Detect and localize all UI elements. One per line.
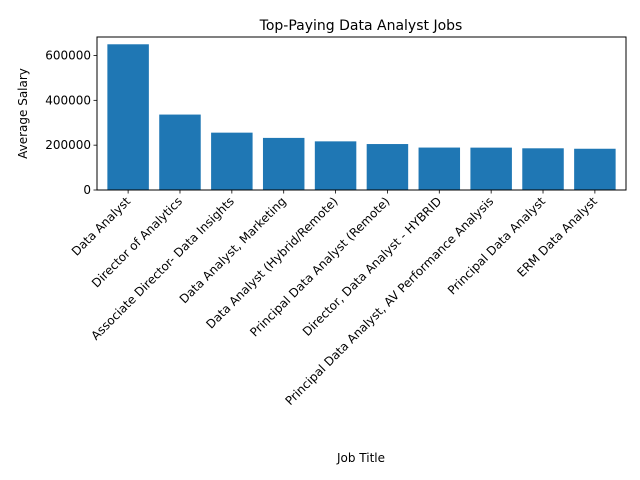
y-tick-label-2: 200000	[45, 138, 91, 152]
bar-9	[522, 148, 564, 190]
bar-7	[418, 147, 461, 190]
bar-3	[211, 132, 253, 190]
plot-frame	[96, 36, 627, 191]
y-tick-label-4: 600000	[45, 48, 91, 62]
bar-1	[107, 44, 149, 191]
bars-group	[107, 44, 616, 191]
y-axis-label: Average Salary	[16, 68, 30, 159]
y-axis: 0 200000 400000 600000	[45, 48, 97, 197]
bar-10	[574, 148, 616, 190]
bar-6	[366, 144, 409, 190]
bar-5	[314, 141, 357, 190]
x-axis-label: Job Title	[336, 451, 385, 465]
bar-2	[159, 114, 201, 190]
chart-title: Top-Paying Data Analyst Jobs	[259, 18, 463, 34]
x-tick-label-9: Principal Data Analyst	[445, 194, 548, 297]
x-tick-label-4: Data Analyst, Marketing	[177, 194, 289, 306]
y-tick-label-1: 0	[83, 183, 91, 197]
bar-8	[470, 147, 512, 190]
x-tick-label-2: Director of Analytics	[89, 194, 185, 290]
bar-4	[262, 137, 305, 190]
y-tick-label-3: 400000	[45, 93, 91, 107]
